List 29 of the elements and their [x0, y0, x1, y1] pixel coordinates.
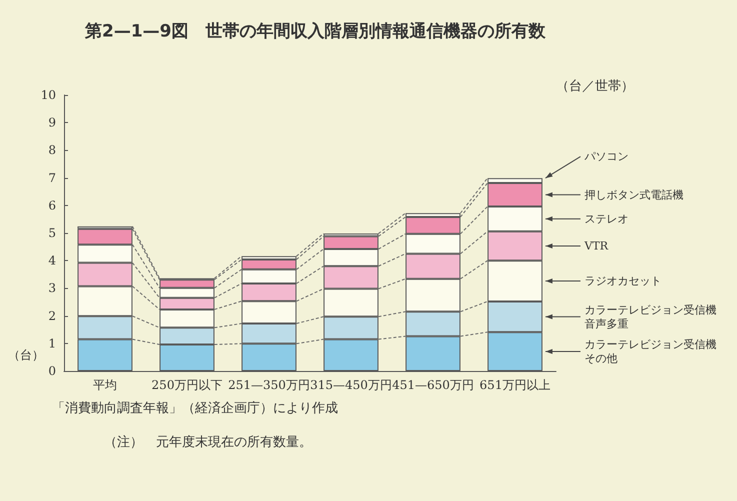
chart-title: 第2—1—9図 世帯の年間収入階層別情報通信機器の所有数 [84, 22, 546, 42]
y-tick-label: 10 [40, 88, 56, 102]
text: VTR [583, 239, 609, 252]
text: （注） 元年度末現在の所有数量。 [104, 434, 312, 450]
text: （台／世帯） [556, 79, 634, 94]
text: ステレオ [584, 212, 628, 226]
y-tick-label: 5 [48, 226, 56, 240]
y-tick-label: 4 [48, 254, 56, 268]
text: パソコン [583, 150, 628, 164]
x-tick-label: 651万円以上 [480, 378, 550, 392]
y-tick-label: 0 [48, 364, 56, 378]
text: 押しボタン式電話機 [584, 188, 684, 202]
y-tick-label: 7 [48, 170, 56, 185]
y-tick-label: 6 [48, 198, 56, 212]
text: カラーテレビジョン受信機その他 [584, 338, 716, 366]
y-tick-label: 2 [48, 308, 56, 323]
text: 「消費動向調査年報」（経済企画庁）により作成 [52, 400, 338, 416]
x-tick-label: 251—350万円 [228, 378, 310, 392]
text: カラーテレビジョン受信機音声多重 [584, 303, 716, 330]
y-tick-label: 8 [48, 143, 56, 158]
y-tick-label: 9 [48, 116, 56, 130]
x-tick-label: 250万円以下 [152, 378, 222, 392]
y-tick-label: 3 [48, 281, 56, 296]
x-tick-label: 平均 [93, 378, 117, 392]
x-tick-label: 451—650万円 [392, 378, 474, 392]
x-tick-label: 315—450万円 [310, 378, 392, 392]
y-tick-label: 1 [48, 336, 56, 350]
text: ラジオカセット [584, 274, 662, 288]
y-axis-title: （台） [8, 348, 44, 362]
